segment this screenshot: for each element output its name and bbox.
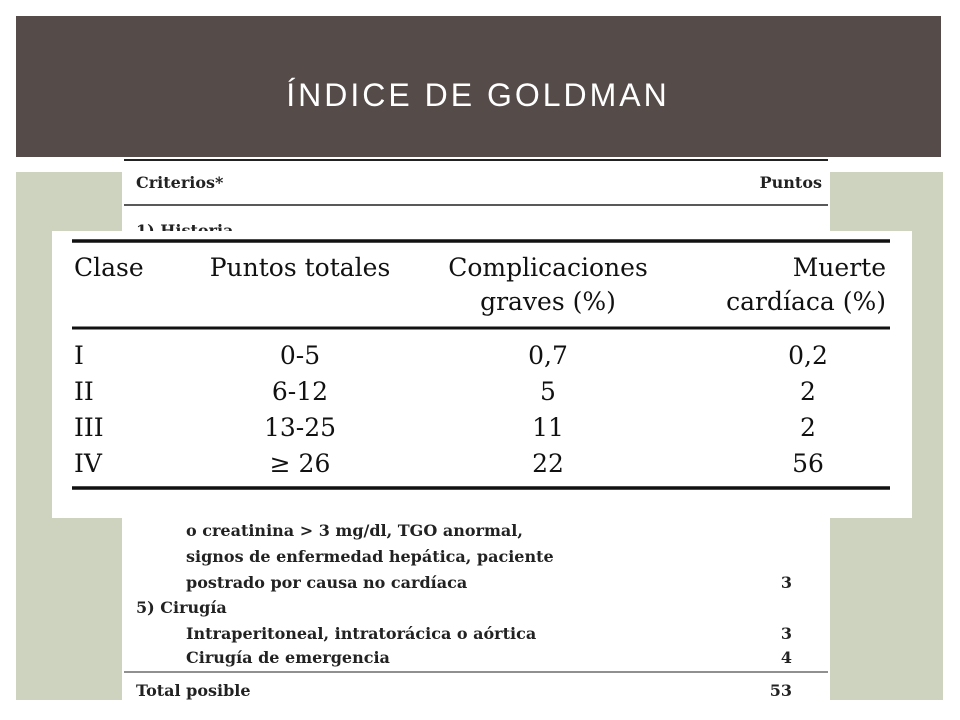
table-cell: IV — [74, 449, 103, 478]
table-cell: 13-25 — [264, 413, 336, 442]
table-cell: II — [74, 377, 94, 406]
header-cell: Puntos totales — [210, 253, 391, 282]
table-cell: 11 — [532, 413, 564, 442]
table-cell: I — [74, 341, 84, 370]
criteria-text: postrado por causa no cardíaca — [186, 573, 467, 592]
criteria-text: Cirugía de emergencia — [186, 648, 390, 667]
class-table: Clase Puntos totales Complicaciones graves … — [52, 231, 912, 518]
criteria-text: o creatinina > 3 mg/dl, TGO anormal, — [186, 521, 523, 540]
header-cell: cardíaca (%) — [726, 287, 886, 316]
header-cell: Clase — [74, 253, 144, 282]
header-cell: Puntos — [760, 173, 822, 192]
header-cell: Criterios* — [136, 173, 224, 192]
table-cell: 5 — [540, 377, 556, 406]
table-cell: 6-12 — [272, 377, 328, 406]
table-cell: 2 — [800, 377, 816, 406]
header-cell: Muerte — [793, 253, 886, 282]
table-cell: 2 — [800, 413, 816, 442]
criteria-points: 4 — [781, 648, 792, 667]
criteria-points: 3 — [781, 573, 792, 592]
table-cell: 0-5 — [280, 341, 320, 370]
criteria-text: 5) Cirugía — [136, 598, 227, 617]
table-cell: 0,2 — [788, 341, 828, 370]
header-cell: graves (%) — [480, 287, 616, 316]
table-cell: 0,7 — [528, 341, 568, 370]
criteria-text: signos de enfermedad hepática, paciente — [186, 547, 554, 566]
table-cell: III — [74, 413, 104, 442]
total-label: Total posible — [136, 681, 251, 700]
criteria-text: Intraperitoneal, intratorácica o aórtica — [186, 624, 536, 643]
title-bar — [16, 16, 941, 157]
table-cell: 22 — [532, 449, 564, 478]
table-cell: ≥ 26 — [270, 449, 331, 478]
table-cell: 56 — [792, 449, 824, 478]
total-points: 53 — [770, 681, 792, 700]
criteria-points: 3 — [781, 624, 792, 643]
table-bg — [52, 231, 912, 518]
header-cell: Complicaciones — [448, 253, 648, 282]
slide-title: ÍNDICE DE GOLDMAN — [286, 77, 669, 113]
